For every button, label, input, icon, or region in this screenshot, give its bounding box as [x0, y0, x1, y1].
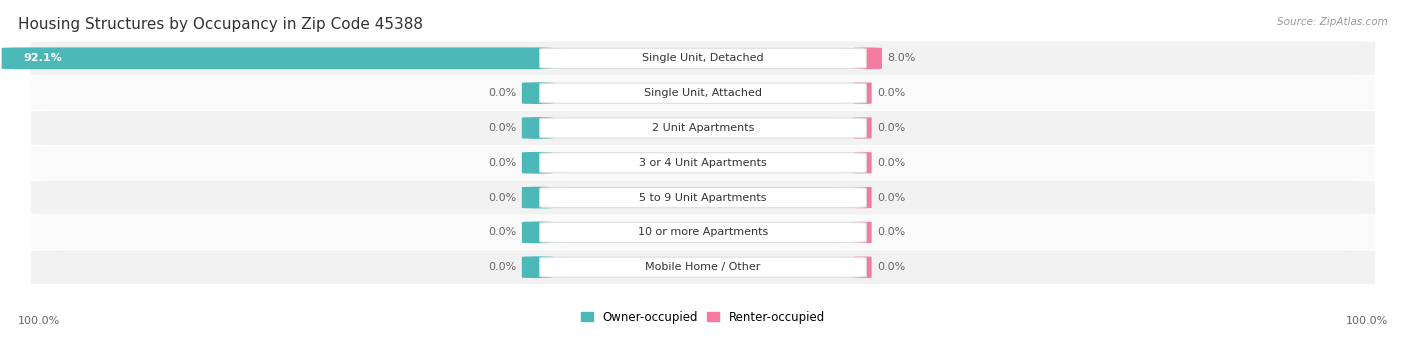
FancyBboxPatch shape [522, 117, 553, 139]
FancyBboxPatch shape [540, 48, 866, 69]
Text: 0.0%: 0.0% [877, 88, 905, 98]
FancyBboxPatch shape [540, 153, 866, 173]
Text: 0.0%: 0.0% [877, 158, 905, 168]
Text: 10 or more Apartments: 10 or more Apartments [638, 227, 768, 237]
Text: 8.0%: 8.0% [887, 53, 915, 63]
Text: 0.0%: 0.0% [877, 227, 905, 237]
Text: Housing Structures by Occupancy in Zip Code 45388: Housing Structures by Occupancy in Zip C… [18, 17, 423, 32]
FancyBboxPatch shape [848, 187, 877, 208]
FancyBboxPatch shape [522, 152, 553, 174]
FancyBboxPatch shape [848, 117, 877, 139]
FancyBboxPatch shape [540, 188, 866, 208]
Text: Mobile Home / Other: Mobile Home / Other [645, 262, 761, 272]
Text: Single Unit, Attached: Single Unit, Attached [644, 88, 762, 98]
FancyBboxPatch shape [522, 256, 553, 278]
Text: 0.0%: 0.0% [488, 158, 516, 168]
FancyBboxPatch shape [31, 146, 1375, 180]
FancyBboxPatch shape [31, 111, 1375, 145]
FancyBboxPatch shape [522, 187, 553, 208]
FancyBboxPatch shape [848, 152, 877, 174]
FancyBboxPatch shape [540, 222, 866, 242]
Text: 0.0%: 0.0% [488, 88, 516, 98]
Text: 100.0%: 100.0% [18, 315, 60, 326]
FancyBboxPatch shape [31, 250, 1375, 284]
FancyBboxPatch shape [31, 76, 1375, 110]
FancyBboxPatch shape [848, 221, 877, 243]
FancyBboxPatch shape [31, 41, 1375, 75]
Text: 0.0%: 0.0% [488, 262, 516, 272]
Legend: Owner-occupied, Renter-occupied: Owner-occupied, Renter-occupied [576, 306, 830, 328]
Text: 3 or 4 Unit Apartments: 3 or 4 Unit Apartments [640, 158, 766, 168]
Text: 0.0%: 0.0% [877, 262, 905, 272]
Text: 0.0%: 0.0% [488, 123, 516, 133]
Text: Source: ZipAtlas.com: Source: ZipAtlas.com [1277, 17, 1388, 27]
FancyBboxPatch shape [31, 216, 1375, 249]
FancyBboxPatch shape [522, 82, 553, 104]
Text: 5 to 9 Unit Apartments: 5 to 9 Unit Apartments [640, 193, 766, 203]
FancyBboxPatch shape [1, 47, 553, 69]
Text: 0.0%: 0.0% [877, 193, 905, 203]
FancyBboxPatch shape [853, 47, 882, 69]
Text: 0.0%: 0.0% [488, 193, 516, 203]
Text: Single Unit, Detached: Single Unit, Detached [643, 53, 763, 63]
Text: 92.1%: 92.1% [24, 53, 62, 63]
FancyBboxPatch shape [540, 83, 866, 103]
FancyBboxPatch shape [848, 82, 877, 104]
Text: 100.0%: 100.0% [1346, 315, 1388, 326]
FancyBboxPatch shape [522, 221, 553, 243]
FancyBboxPatch shape [540, 118, 866, 138]
Text: 0.0%: 0.0% [488, 227, 516, 237]
Text: 2 Unit Apartments: 2 Unit Apartments [652, 123, 754, 133]
FancyBboxPatch shape [540, 257, 866, 277]
FancyBboxPatch shape [848, 256, 877, 278]
FancyBboxPatch shape [31, 181, 1375, 214]
Text: 0.0%: 0.0% [877, 123, 905, 133]
